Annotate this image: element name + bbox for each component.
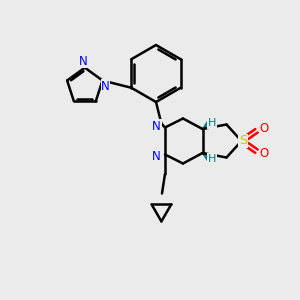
- Text: O: O: [260, 147, 269, 160]
- Polygon shape: [202, 153, 213, 163]
- Text: N: N: [79, 55, 88, 68]
- Text: H: H: [208, 118, 216, 128]
- Text: O: O: [260, 122, 269, 135]
- Text: N: N: [101, 80, 110, 93]
- Text: N: N: [152, 119, 161, 133]
- Text: N: N: [152, 149, 161, 163]
- Text: H: H: [208, 154, 216, 164]
- Text: S: S: [239, 134, 247, 148]
- Polygon shape: [202, 119, 213, 129]
